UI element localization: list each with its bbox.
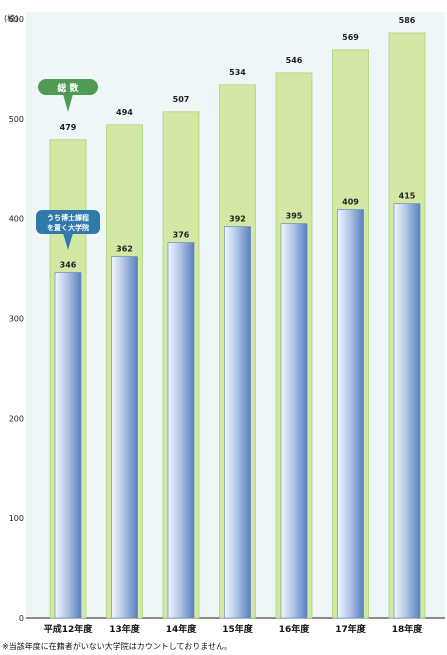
y-tick-label: 100 xyxy=(9,514,24,523)
legend-callout-doctoral-pointer xyxy=(63,233,73,250)
y-tick-label: 0 xyxy=(19,614,24,623)
y-tick-label: 200 xyxy=(9,414,24,423)
y-unit-label: (校) xyxy=(4,13,18,23)
legend-callout-total xyxy=(38,79,98,95)
data-label-doctoral: 392 xyxy=(229,215,246,224)
data-label-total: 494 xyxy=(116,108,133,117)
x-tick-label: 18年度 xyxy=(392,623,424,635)
data-label-doctoral: 362 xyxy=(116,245,133,254)
bar-doctoral xyxy=(224,226,251,619)
data-label-doctoral: 346 xyxy=(60,261,77,270)
data-label-total: 569 xyxy=(342,33,359,42)
x-tick-label: 13年度 xyxy=(109,623,141,635)
footnote: ※当該年度に在籍者がいない大学院はカウントしておりません。 xyxy=(2,642,232,651)
legend-doctoral-text-1: うち博士課程 xyxy=(47,213,89,222)
bar-doctoral xyxy=(337,209,364,619)
data-label-total: 546 xyxy=(286,56,303,65)
data-label-total: 534 xyxy=(229,68,246,77)
x-tick-label: 15年度 xyxy=(222,623,254,635)
x-tick-label: 平成12年度 xyxy=(44,623,94,635)
x-tick-label: 14年度 xyxy=(166,623,198,635)
x-tick-label: 16年度 xyxy=(279,623,311,635)
legend-total-text: 総 数 xyxy=(57,82,79,94)
legend-doctoral-text-2: を置く大学院 xyxy=(47,223,89,232)
data-label-doctoral: 395 xyxy=(286,212,303,221)
bar-doctoral xyxy=(54,272,82,619)
x-tick-label: 17年度 xyxy=(335,623,367,635)
data-label-doctoral: 376 xyxy=(173,231,190,240)
bar-doctoral xyxy=(280,223,308,619)
data-label-total: 507 xyxy=(173,95,190,104)
y-tick-label: 500 xyxy=(9,115,24,124)
bar-doctoral xyxy=(111,256,138,619)
y-tick-label: 300 xyxy=(9,315,24,324)
bar-doctoral xyxy=(167,242,195,619)
data-label-doctoral: 415 xyxy=(399,192,416,201)
data-label-total: 479 xyxy=(60,123,77,132)
y-tick-label: 600 xyxy=(9,15,24,24)
data-label-total: 586 xyxy=(399,16,416,25)
bar-doctoral xyxy=(393,203,421,619)
y-tick-label: 400 xyxy=(9,215,24,224)
data-label-doctoral: 409 xyxy=(342,198,359,207)
legend-callout-total-pointer xyxy=(63,94,73,112)
legend-callout-doctoral xyxy=(36,210,100,234)
